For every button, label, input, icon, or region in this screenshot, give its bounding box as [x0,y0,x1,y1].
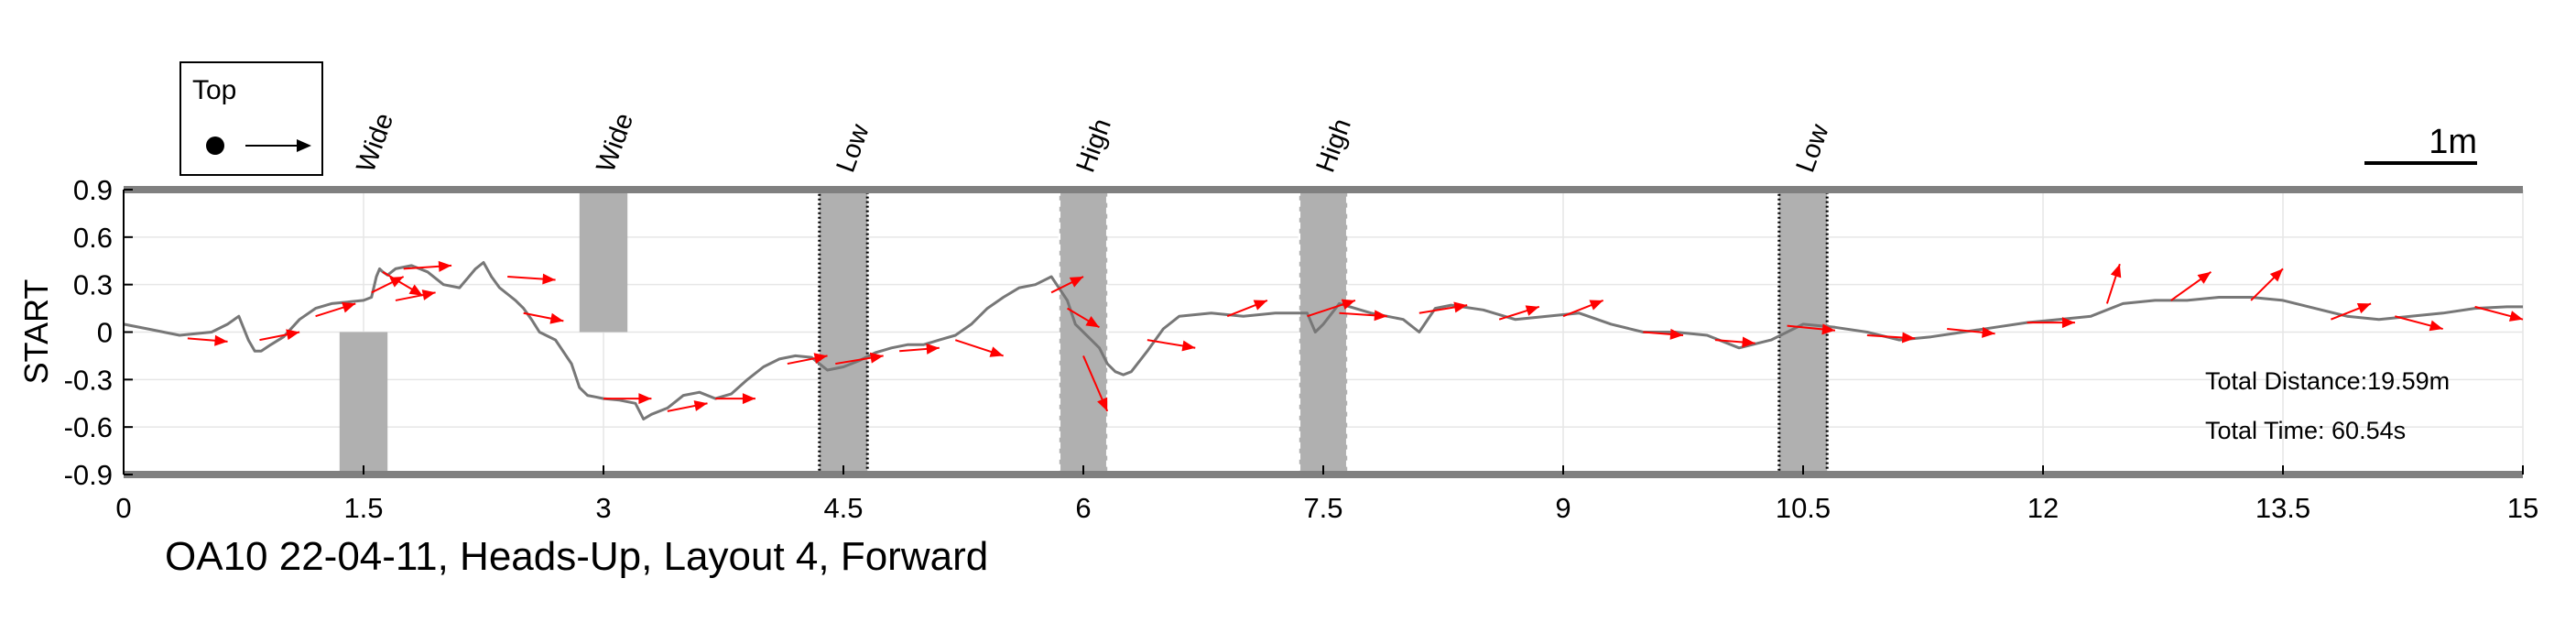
heading-arrowhead [1069,277,1083,288]
x-tick-label: 3 [595,492,611,524]
heading-arrowhead [813,353,828,365]
heading-arrowhead [1181,340,1196,352]
x-tick-label: 0 [115,492,131,524]
heading-arrowhead [1589,300,1603,311]
trajectory-line [123,261,2523,420]
heading-arrowhead [638,393,652,405]
heading-arrowhead [1901,332,1916,344]
heading-arrowhead [2110,264,2122,278]
heading-arrowhead [2429,320,2443,332]
heading-arrowhead [1742,336,1755,348]
obstacle-label: Wide [352,109,400,176]
y-tick-label: -0.3 [64,364,113,396]
y-tick-label: -0.9 [64,459,113,491]
scale-bar: 1m [2364,123,2477,165]
heading-arrowhead [989,346,1004,357]
obstacle-label: Low [831,119,876,176]
heading-arrowhead [869,352,884,364]
obstacle-1 [579,190,628,333]
x-tick-label: 12 [2027,492,2059,524]
trajectory-path [123,261,2523,420]
heading-arrows [187,260,2524,412]
obstacle-4 [1298,188,1349,476]
heading-arrowhead [389,277,404,288]
x-tick-label: 10.5 [1776,492,1831,524]
obstacle-labels: Wide Wide Low High High Low [352,109,1836,176]
y-axis-label: START [17,279,55,385]
obstacle-label: High [1071,115,1117,176]
tick-labels: 0 1.5 3 4.5 6 7.5 9 10.5 12 13.5 15 0.9 0.6 0.3 0 -0.3 -… [64,174,2539,524]
legend-arrowhead-icon [297,139,311,152]
heading-arrowhead [1453,301,1468,313]
legend-box: Top [179,61,323,176]
x-tick-label: 13.5 [2255,492,2310,524]
heading-arrowhead [2061,317,2075,329]
obstacle-0 [339,332,388,475]
heading-arrowhead [1982,326,1995,338]
heading-arrowhead [693,400,708,411]
heading-arrowhead [1525,305,1539,316]
heading-arrowhead [549,312,564,324]
heading-arrowhead [1253,300,1267,311]
obstacle-label: High [1311,115,1357,176]
heading-arrowhead [1821,323,1835,335]
heading-arrowhead [438,260,452,272]
heading-arrowhead [286,329,300,341]
total-time: Total Time: 60.54s [2205,417,2406,444]
chart-title: OA10 22-04-11, Heads-Up, Layout 4, Forwa… [165,534,988,579]
total-distance: Total Distance:19.59m [2205,367,2450,395]
heading-arrowhead [2508,311,2523,322]
heading-arrowhead [1097,397,1108,411]
scale-bar-label: 1m [2429,123,2477,161]
heading-arrowhead [742,393,755,405]
y-tick-label: 0 [97,317,113,349]
x-tick-label: 15 [2507,492,2538,524]
heading-arrowhead [542,273,556,285]
heading-arrowhead [408,284,423,296]
heading-arrowhead [342,301,356,313]
legend-dot-icon [206,136,224,155]
obstacles [339,188,1829,476]
heading-arrowhead [1085,316,1100,328]
heading-arrowhead [2197,271,2212,284]
y-tick-label: 0.6 [73,222,113,254]
y-tick-label: 0.9 [73,174,113,206]
obstacle-label: Low [1791,119,1836,176]
y-tick-label: -0.6 [64,411,113,443]
x-tick-label: 4.5 [823,492,863,524]
legend-label: Top [192,75,236,105]
x-tick-label: 7.5 [1303,492,1342,524]
y-tick-label: 0.3 [73,269,113,301]
heading-arrowhead [1374,310,1387,322]
heading-arrowhead [2269,268,2283,282]
heading-arrowhead [2356,302,2372,314]
heading-arrowhead [421,289,436,300]
x-tick-label: 6 [1075,492,1091,524]
heading-arrowhead [926,343,940,355]
heading-arrowhead [1341,299,1355,311]
obstacle-2 [818,188,869,476]
x-tick-label: 1.5 [343,492,383,524]
heading-arrowhead [1669,328,1683,340]
heading-arrowhead [214,334,228,346]
x-tick-label: 9 [1555,492,1571,524]
obstacle-label: Wide [592,109,640,176]
